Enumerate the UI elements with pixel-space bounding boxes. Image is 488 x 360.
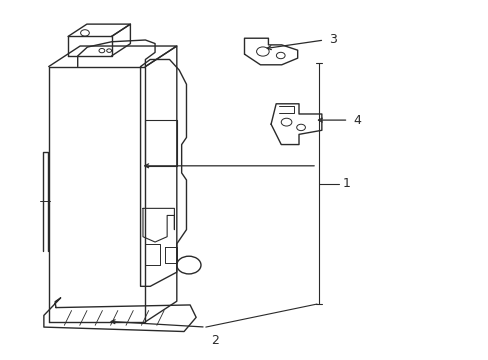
Text: 1: 1 (342, 177, 350, 190)
Text: 4: 4 (352, 114, 361, 127)
Text: 2: 2 (210, 334, 218, 347)
Text: 3: 3 (328, 33, 336, 46)
